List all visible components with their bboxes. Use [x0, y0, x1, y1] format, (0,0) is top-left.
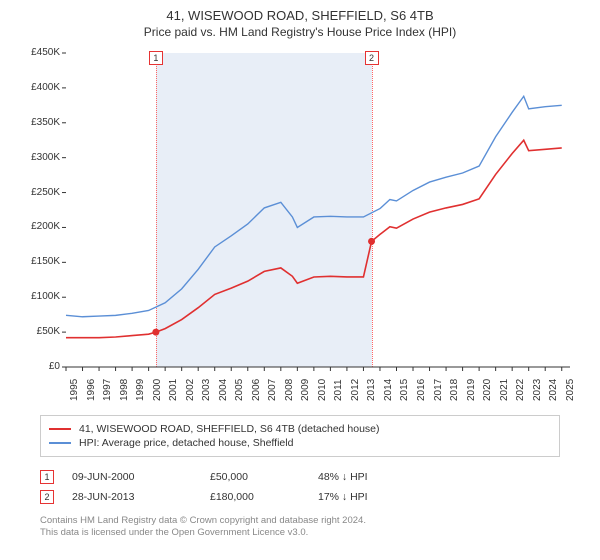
- legend-row: 41, WISEWOOD ROAD, SHEFFIELD, S6 4TB (de…: [49, 422, 551, 436]
- sale-row: 2 28-JUN-2013 £180,000 17% ↓ HPI: [40, 487, 560, 507]
- x-axis-label: 2016: [416, 379, 427, 401]
- y-axis-label: £200K: [20, 221, 60, 232]
- series-property: [66, 140, 562, 337]
- footnote: Contains HM Land Registry data © Crown c…: [40, 515, 560, 540]
- legend-row: HPI: Average price, detached house, Shef…: [49, 436, 551, 450]
- x-axis-label: 1999: [135, 379, 146, 401]
- sale-row: 1 09-JUN-2000 £50,000 48% ↓ HPI: [40, 467, 560, 487]
- footnote-line1: Contains HM Land Registry data © Crown c…: [40, 515, 560, 527]
- sale-price: £180,000: [210, 491, 300, 503]
- sale-marker-box: 2: [40, 490, 54, 504]
- subtitle: Price paid vs. HM Land Registry's House …: [0, 25, 600, 39]
- x-axis-label: 2006: [251, 379, 262, 401]
- x-axis-label: 2001: [168, 379, 179, 401]
- title-block: 41, WISEWOOD ROAD, SHEFFIELD, S6 4TB Pri…: [0, 0, 600, 43]
- x-axis-label: 2003: [201, 379, 212, 401]
- address-title: 41, WISEWOOD ROAD, SHEFFIELD, S6 4TB: [0, 8, 600, 23]
- sale-date: 28-JUN-2013: [72, 491, 192, 503]
- x-axis-label: 2007: [267, 379, 278, 401]
- chart-svg: [20, 47, 580, 377]
- legend-label: 41, WISEWOOD ROAD, SHEFFIELD, S6 4TB (de…: [79, 423, 380, 435]
- y-axis-label: £300K: [20, 152, 60, 163]
- x-axis-label: 1997: [102, 379, 113, 401]
- y-axis-label: £150K: [20, 256, 60, 267]
- sale-marker-box: 1: [40, 470, 54, 484]
- chart-area: 12£0£50K£100K£150K£200K£250K£300K£350K£4…: [20, 47, 580, 407]
- x-axis-label: 2018: [449, 379, 460, 401]
- y-axis-label: £350K: [20, 117, 60, 128]
- x-axis-label: 2014: [383, 379, 394, 401]
- y-axis-label: £400K: [20, 82, 60, 93]
- sale-dot: [152, 329, 159, 336]
- x-axis-label: 1998: [119, 379, 130, 401]
- x-axis-label: 2022: [515, 379, 526, 401]
- x-axis-label: 2000: [152, 379, 163, 401]
- x-axis-label: 2025: [565, 379, 576, 401]
- x-axis-label: 2004: [218, 379, 229, 401]
- x-axis-label: 1996: [86, 379, 97, 401]
- sale-date: 09-JUN-2000: [72, 471, 192, 483]
- x-axis-label: 2011: [333, 379, 344, 401]
- sale-price: £50,000: [210, 471, 300, 483]
- x-axis-label: 2010: [317, 379, 328, 401]
- series-hpi: [66, 96, 562, 316]
- x-axis-label: 2009: [300, 379, 311, 401]
- legend-label: HPI: Average price, detached house, Shef…: [79, 437, 293, 449]
- chart-container: 41, WISEWOOD ROAD, SHEFFIELD, S6 4TB Pri…: [0, 0, 600, 560]
- x-axis-label: 2015: [399, 379, 410, 401]
- x-axis-label: 2019: [466, 379, 477, 401]
- footnote-line2: This data is licensed under the Open Gov…: [40, 527, 560, 539]
- legend-swatch: [49, 442, 71, 444]
- x-axis-label: 2021: [499, 379, 510, 401]
- y-axis-label: £250K: [20, 187, 60, 198]
- legend: 41, WISEWOOD ROAD, SHEFFIELD, S6 4TB (de…: [40, 415, 560, 457]
- y-axis-label: £0: [20, 361, 60, 372]
- x-axis-label: 1995: [69, 379, 80, 401]
- x-axis-label: 2005: [234, 379, 245, 401]
- x-axis-label: 2024: [548, 379, 559, 401]
- y-axis-label: £450K: [20, 47, 60, 58]
- y-axis-label: £50K: [20, 326, 60, 337]
- sale-dot: [368, 238, 375, 245]
- y-axis-label: £100K: [20, 291, 60, 302]
- sale-pct: 17% ↓ HPI: [318, 491, 398, 503]
- x-axis-label: 2020: [482, 379, 493, 401]
- x-axis-label: 2017: [433, 379, 444, 401]
- x-axis-label: 2012: [350, 379, 361, 401]
- sales-table: 1 09-JUN-2000 £50,000 48% ↓ HPI 2 28-JUN-2013…: [40, 467, 560, 507]
- legend-swatch: [49, 428, 71, 430]
- x-axis-label: 2008: [284, 379, 295, 401]
- x-axis-label: 2002: [185, 379, 196, 401]
- x-axis-label: 2013: [366, 379, 377, 401]
- x-axis-label: 2023: [532, 379, 543, 401]
- sale-pct: 48% ↓ HPI: [318, 471, 398, 483]
